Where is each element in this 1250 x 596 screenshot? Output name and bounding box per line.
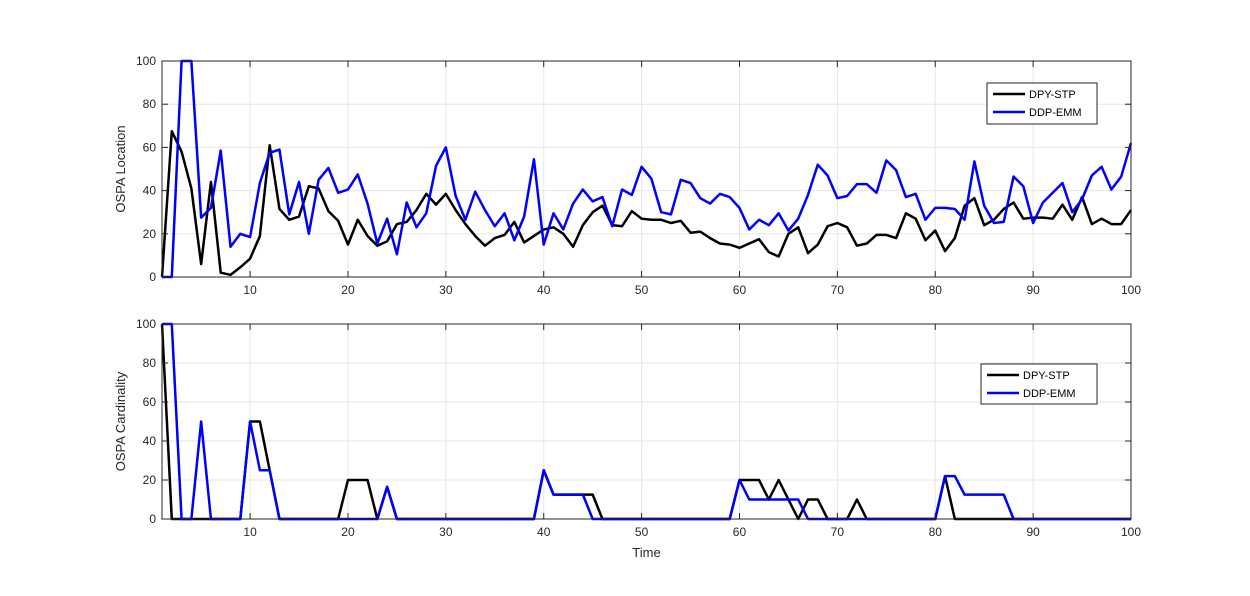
cardinality-x-axis-label: Time <box>632 545 660 560</box>
cardinality-x-tick-label: 80 <box>929 525 943 539</box>
cardinality-legend-label-ddp-emm: DDP-EMM <box>1023 388 1076 400</box>
cardinality-y-tick-label: 60 <box>143 395 157 409</box>
location-y-tick-label: 40 <box>143 184 157 198</box>
cardinality-x-tick-label: 100 <box>1121 525 1141 539</box>
cardinality-y-tick-label: 40 <box>143 434 157 448</box>
cardinality-axes-background <box>162 324 1131 519</box>
cardinality-y-tick-label: 80 <box>143 356 157 370</box>
cardinality-x-tick-label: 20 <box>341 525 355 539</box>
cardinality-y-axis-label: OSPA Cardinality <box>113 371 128 471</box>
cardinality-plot: 10 20 30 40 50 60 70 80 90 100 0 20 40 60 80 100 OSPA Ca… <box>113 317 1141 560</box>
location-y-tick-label: 80 <box>143 97 157 111</box>
location-x-tick-label: 100 <box>1121 283 1141 297</box>
location-y-tick-label: 20 <box>143 227 157 241</box>
location-x-tick-label: 30 <box>439 283 453 297</box>
cardinality-y-tick-label: 20 <box>143 473 157 487</box>
location-axes-background <box>162 61 1131 277</box>
cardinality-x-tick-label: 40 <box>537 525 551 539</box>
location-legend-box <box>986 82 1098 125</box>
location-y-tick-label: 60 <box>143 140 157 154</box>
location-plot: 10 20 30 40 50 60 70 80 90 100 0 20 40 60 80 100 OSPA Lo… <box>113 54 1141 297</box>
cardinality-legend: DPY-STP DDP-EMM <box>980 363 1098 405</box>
location-legend-label-dpy-stp: DPY-STP <box>1029 89 1076 101</box>
location-axes-box <box>161 60 1132 278</box>
cardinality-x-tick-label: 30 <box>439 525 453 539</box>
location-y-tick-label: 100 <box>136 54 156 68</box>
location-x-tick-label: 10 <box>243 283 257 297</box>
location-y-axis-label: OSPA Location <box>113 125 128 212</box>
cardinality-axes-box <box>161 323 1132 520</box>
cardinality-legend-label-dpy-stp: DPY-STP <box>1023 370 1070 382</box>
location-x-tick-label: 60 <box>733 283 747 297</box>
location-x-tick-label: 40 <box>537 283 551 297</box>
cardinality-y-tick-label: 0 <box>149 512 156 526</box>
cardinality-x-tick-label: 60 <box>733 525 747 539</box>
location-x-tick-label: 20 <box>341 283 355 297</box>
location-legend-label-ddp-emm: DDP-EMM <box>1029 107 1082 119</box>
cardinality-legend-box <box>980 363 1098 405</box>
cardinality-x-tick-label: 10 <box>243 525 257 539</box>
cardinality-x-tick-label: 50 <box>635 525 649 539</box>
location-y-tick-label: 0 <box>149 270 156 284</box>
location-series-dpy-stp-line <box>160 129 1133 278</box>
location-x-tick-label: 80 <box>929 283 943 297</box>
location-x-tick-label: 90 <box>1026 283 1040 297</box>
location-x-tick-label: 70 <box>831 283 845 297</box>
cardinality-x-tick-label: 90 <box>1026 525 1040 539</box>
location-legend: DPY-STP DDP-EMM <box>986 82 1098 125</box>
cardinality-x-tick-label: 70 <box>831 525 845 539</box>
location-series-ddp-emm-line <box>162 59 1133 279</box>
cardinality-y-tick-label: 100 <box>136 317 156 331</box>
location-x-tick-label: 50 <box>635 283 649 297</box>
